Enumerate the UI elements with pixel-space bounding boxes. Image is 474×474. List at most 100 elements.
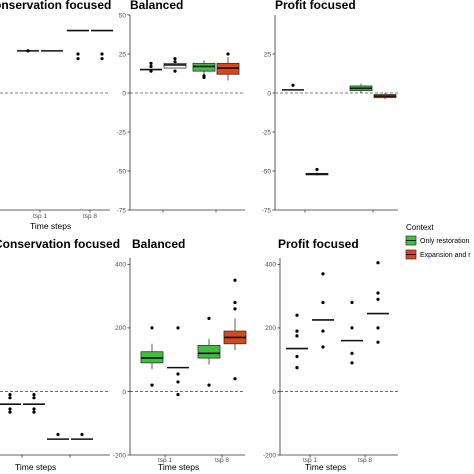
legend-title: Context: [406, 223, 434, 232]
outlier-point: [32, 407, 36, 411]
outlier-point: [291, 83, 295, 87]
outlier-point: [149, 69, 153, 73]
outlier-point: [315, 167, 319, 172]
outlier-point: [8, 393, 12, 397]
box-1-1: [140, 326, 164, 387]
outlier-point: [350, 300, 354, 305]
outlier-point: [350, 326, 354, 330]
panel-6: Profit focused 400 200 0 -200 tsp 1 tsp 8 Time …: [263, 237, 398, 472]
box-2-2: [223, 278, 247, 381]
y-tick-label: 0: [122, 90, 126, 97]
outlier-point: [376, 340, 380, 344]
outlier-point: [376, 261, 380, 265]
box-2-1: [192, 60, 216, 79]
y-tick-label: -75: [117, 207, 127, 214]
outlier-point: [321, 345, 325, 349]
outlier-point: [173, 69, 177, 73]
outlier-point: [295, 366, 299, 370]
outlier-point: [321, 272, 325, 276]
y-tick-label: 0: [122, 389, 126, 396]
y-tick-label: 50: [119, 12, 127, 19]
outlier-point: [207, 316, 211, 320]
box-1-2: [305, 167, 329, 176]
outlier-point: [173, 60, 177, 64]
outlier-point: [226, 52, 230, 56]
x-tick-label: tsp 8: [83, 213, 97, 220]
panel-1: onservation focused tsp 1 tsp 8 Time steps: [0, 0, 113, 231]
panel-4: Conservation focused Time steps: [0, 237, 120, 472]
outlier-point: [150, 326, 154, 330]
box-1-2: [23, 393, 45, 414]
outlier-point: [233, 278, 237, 282]
y-tick-label: 400: [265, 262, 276, 269]
box-body: [197, 344, 221, 359]
box-1-1: [0, 393, 21, 414]
outlier-point: [8, 410, 12, 414]
outlier-point: [295, 334, 299, 338]
y-tick-label: -50: [262, 168, 272, 175]
box-2-1: [349, 83, 373, 93]
panel-title: Balanced: [130, 0, 183, 12]
outlier-point: [176, 326, 180, 330]
outlier-point: [80, 432, 84, 436]
outlier-point: [149, 61, 153, 65]
outlier-point: [176, 393, 180, 397]
outlier-point: [32, 396, 36, 400]
outlier-point: [321, 300, 325, 305]
legend-label: Only restoration: [420, 238, 470, 245]
x-axis-label: Time steps: [158, 462, 199, 472]
x-tick-label: tsp 8: [215, 457, 229, 464]
outlier-point: [350, 351, 354, 355]
y-tick-label: 400: [115, 262, 126, 269]
outlier-point: [295, 354, 299, 359]
outlier-point: [56, 432, 60, 436]
box-2-2: [91, 29, 113, 61]
x-tick-label: tsp 8: [358, 457, 372, 464]
outlier-point: [176, 372, 180, 376]
outlier-point: [32, 410, 36, 414]
outlier-point: [207, 383, 211, 387]
box-1-2: [312, 272, 334, 349]
panel-title: Conservation focused: [0, 237, 120, 251]
outlier-point: [173, 57, 177, 61]
legend: Context Only restoration Expansion and r: [405, 223, 471, 260]
x-tick-label: tsp 1: [158, 457, 172, 464]
outlier-point: [100, 57, 104, 61]
outlier-point: [150, 383, 154, 387]
outlier-point: [76, 57, 80, 61]
box-2-1: [67, 29, 89, 61]
y-tick-label: 0: [272, 389, 276, 396]
y-tick-label: -25: [117, 129, 127, 136]
box-1-1: [17, 49, 39, 53]
box-2-2: [71, 432, 93, 440]
x-tick-label: tsp 1: [33, 213, 47, 220]
panel-5: Balanced 400 200 0 -200 tsp 1 tsp 8 Time steps: [113, 237, 247, 472]
panel-title: Profit focused: [278, 237, 359, 251]
outlier-point: [202, 75, 206, 79]
outlier-point: [76, 52, 80, 56]
y-tick-label: -50: [117, 168, 127, 175]
outlier-point: [176, 380, 180, 384]
box-2-1: [341, 300, 363, 365]
box-2-1: [47, 432, 69, 440]
box-2-2: [373, 93, 397, 100]
outlier-point: [295, 313, 299, 317]
x-axis-label: Time steps: [305, 462, 346, 472]
box-1-2: [167, 326, 189, 397]
y-tick-label: -75: [262, 207, 272, 214]
box-1-1: [140, 61, 162, 73]
box-2-1: [197, 316, 221, 387]
outlier-point: [233, 300, 237, 305]
y-tick-label: 200: [115, 325, 126, 332]
outlier-point: [100, 52, 104, 56]
box-1-1: [286, 313, 308, 370]
box-1-1: [282, 83, 304, 91]
y-tick-label: 25: [119, 51, 127, 58]
x-tick-label: tsp 1: [303, 457, 317, 464]
outlier-point: [233, 377, 237, 381]
outlier-point: [350, 361, 354, 365]
panel-title: Balanced: [132, 237, 185, 251]
outlier-point: [376, 326, 380, 330]
outlier-point: [376, 291, 380, 295]
